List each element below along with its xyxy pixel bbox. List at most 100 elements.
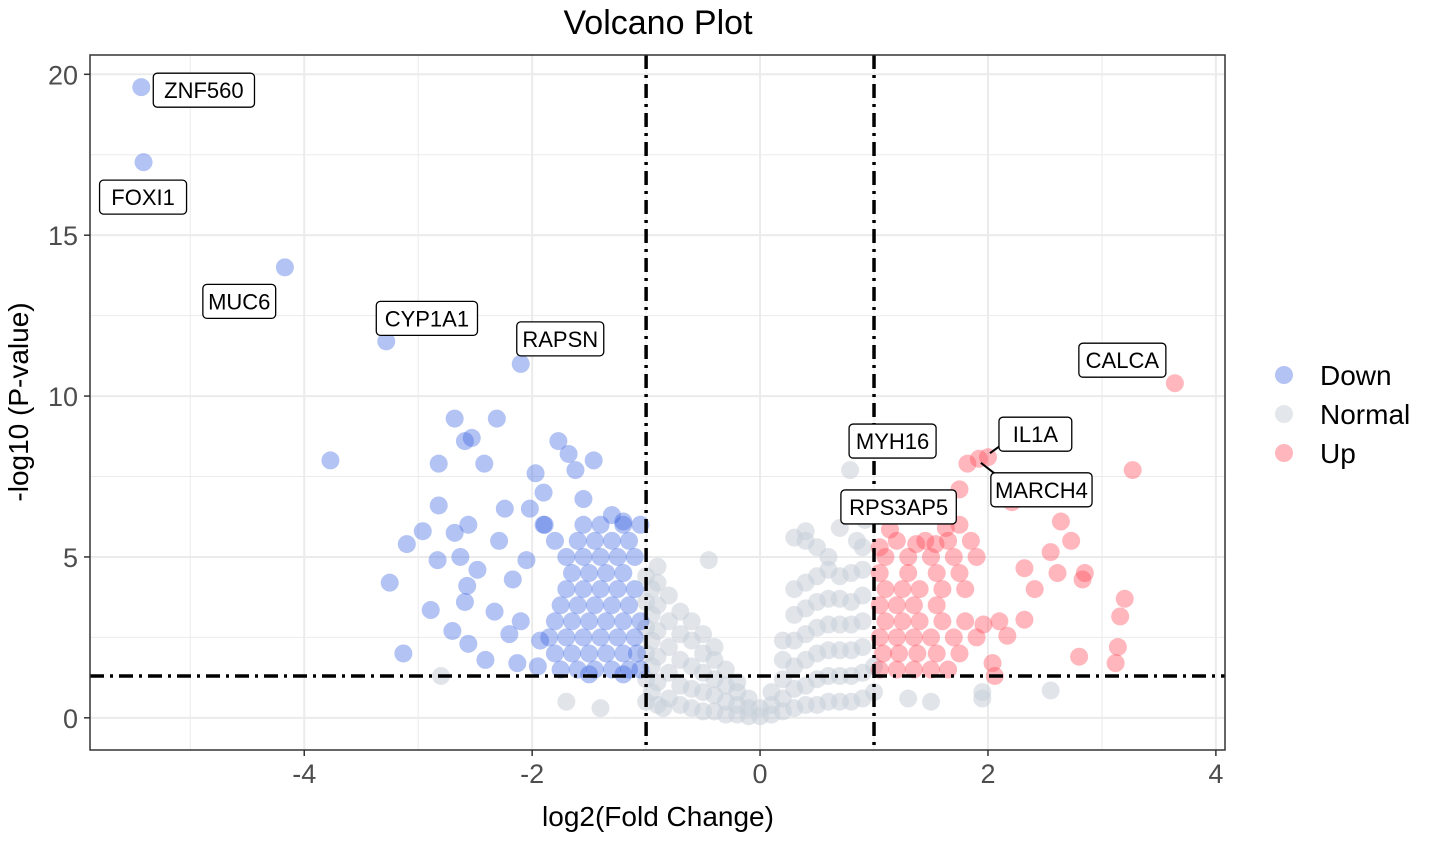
point-normal <box>899 689 918 708</box>
point-down <box>551 596 570 615</box>
point-down <box>608 628 627 647</box>
point-down <box>574 580 593 599</box>
point-down <box>508 654 527 673</box>
point-down <box>563 564 582 583</box>
point-up <box>908 644 927 663</box>
label-box <box>1078 342 1167 378</box>
point-up <box>998 626 1017 645</box>
point-normal <box>853 560 872 579</box>
legend-label: Down <box>1320 360 1392 391</box>
point-down <box>455 432 474 451</box>
point-up <box>899 564 918 583</box>
point-normal <box>659 638 678 657</box>
point-down <box>455 592 474 611</box>
point-down <box>620 596 639 615</box>
point-down <box>534 515 553 534</box>
point-up <box>916 531 935 550</box>
point-up <box>933 612 952 631</box>
x-tick-label: -4 <box>292 759 316 789</box>
point-up <box>904 628 923 647</box>
point-down <box>495 499 514 518</box>
point-normal <box>705 638 724 657</box>
label-box <box>152 72 256 108</box>
point-down <box>591 515 610 534</box>
point-up <box>927 564 946 583</box>
point-up <box>876 580 895 599</box>
point-down <box>625 547 644 566</box>
point-down <box>490 531 509 550</box>
legend-item-up: Up <box>1275 438 1356 469</box>
point-down <box>445 409 464 428</box>
point-up <box>967 547 986 566</box>
point-down <box>413 522 432 541</box>
label-text: MYH16 <box>856 429 929 454</box>
point-up <box>910 612 929 631</box>
point-down <box>608 547 627 566</box>
point-normal <box>654 699 673 718</box>
point-up <box>983 654 1002 673</box>
point-up <box>969 449 988 468</box>
point-normal <box>973 689 992 708</box>
point-down <box>540 628 559 647</box>
point-up <box>910 580 929 599</box>
point-up <box>926 535 945 554</box>
legend-swatch <box>1275 366 1293 384</box>
point-down <box>428 551 447 570</box>
label-text: RPS3AP5 <box>849 495 948 520</box>
point-down <box>597 612 616 631</box>
point-normal <box>853 638 872 657</box>
point-down <box>614 612 633 631</box>
point-up <box>1123 461 1142 480</box>
point-down <box>545 612 564 631</box>
gene-label: CYP1A1 <box>375 300 479 337</box>
point-up <box>939 660 958 679</box>
gene-label: RAPSN <box>516 321 605 357</box>
gene-label: MUC6 <box>202 283 277 320</box>
point-up <box>974 615 993 634</box>
point-down <box>487 409 506 428</box>
point-down <box>580 564 599 583</box>
point-down <box>397 535 416 554</box>
point-down <box>574 628 593 647</box>
legend-swatch <box>1275 405 1293 423</box>
point-up <box>887 596 906 615</box>
x-tick-label: 4 <box>1208 759 1223 789</box>
y-tick-label: 5 <box>63 543 78 573</box>
point-up <box>876 547 895 566</box>
point-up <box>1025 580 1044 599</box>
gene-label: FOXI1 <box>98 179 188 215</box>
point-down <box>520 499 539 518</box>
point-normal <box>819 547 838 566</box>
point-normal <box>841 461 860 480</box>
point-up <box>956 580 975 599</box>
point-down <box>566 461 585 480</box>
point-up <box>890 644 909 663</box>
point-up <box>1165 374 1184 393</box>
point-down <box>429 496 448 515</box>
point-normal <box>682 612 701 631</box>
y-tick-label: 0 <box>63 704 78 734</box>
point-down <box>503 570 522 589</box>
point-down <box>580 644 599 663</box>
point-down <box>568 596 587 615</box>
point-down <box>574 515 593 534</box>
label-box <box>516 321 605 357</box>
point-up <box>956 612 975 631</box>
point-down <box>591 628 610 647</box>
point-up <box>1070 647 1089 666</box>
point-normal <box>865 683 884 702</box>
point-normal <box>716 660 735 679</box>
point-up <box>958 454 977 473</box>
point-normal <box>694 625 713 644</box>
point-down <box>574 490 593 509</box>
point-up <box>904 660 923 679</box>
gene-labels: ZNF560 FOXI1 MUC6 CYP1A1 RAPSN CALCA IL1A MARCH… <box>98 72 1167 525</box>
label-box <box>840 489 957 525</box>
point-up <box>927 644 946 663</box>
label-box <box>990 472 1093 508</box>
point-down <box>443 621 462 640</box>
point-up <box>1051 512 1070 531</box>
point-down <box>500 625 519 644</box>
point-down <box>445 523 464 542</box>
point-normal <box>699 551 718 570</box>
